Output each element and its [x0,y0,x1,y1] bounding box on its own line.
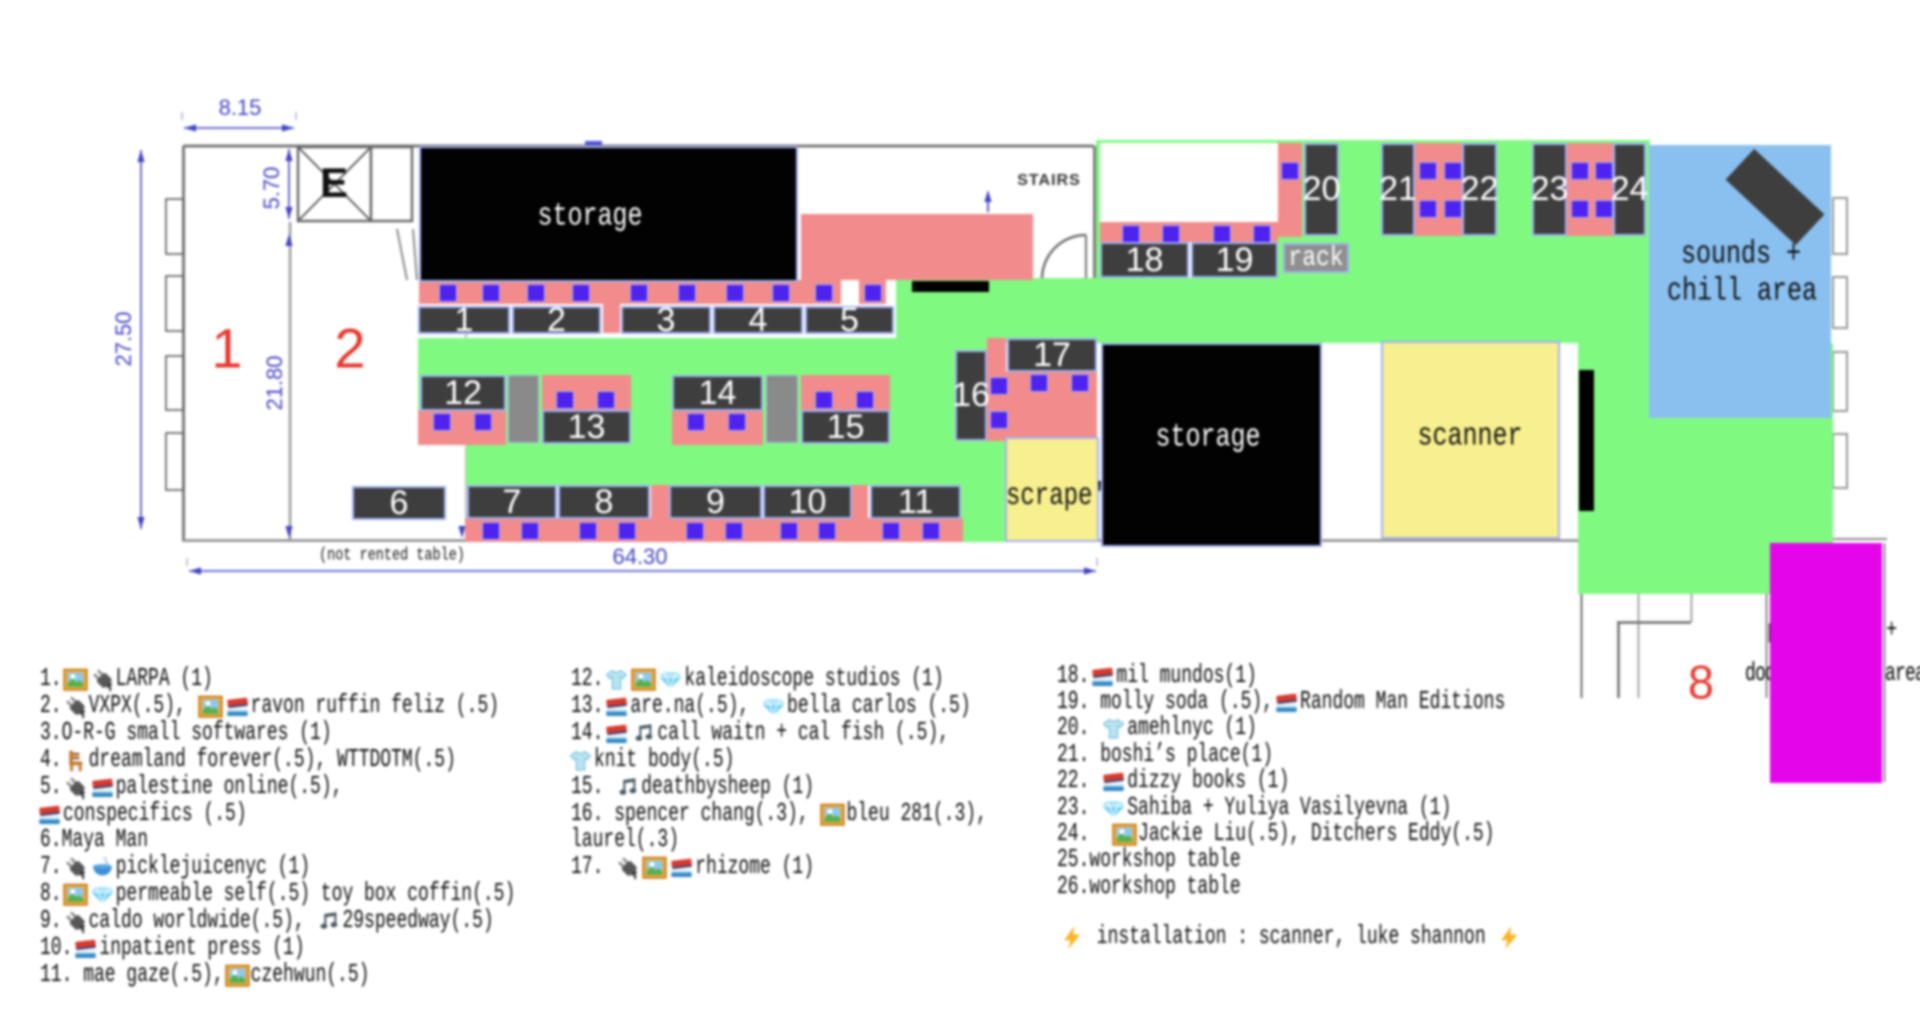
svg-text:E: E [320,159,348,206]
